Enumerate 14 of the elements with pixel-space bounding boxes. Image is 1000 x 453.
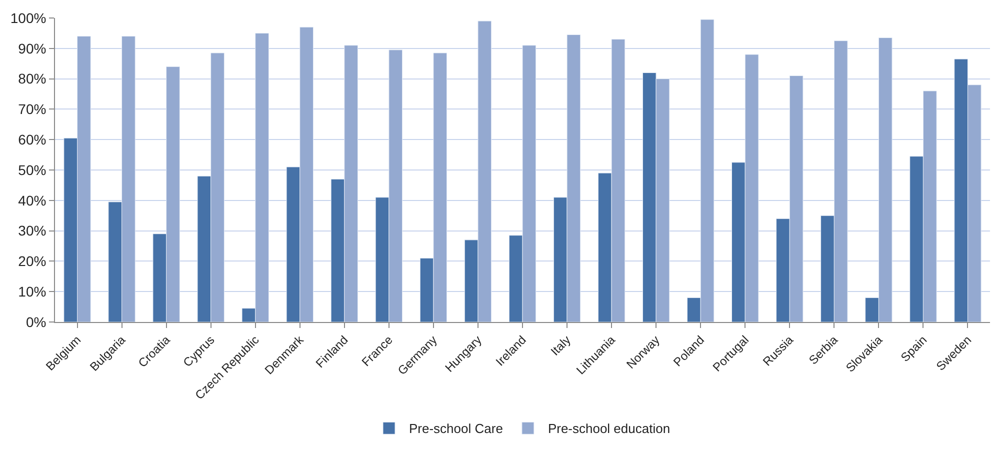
y-tick-label: 70% [18,101,46,118]
y-tick-label: 40% [18,192,46,208]
y-tick-label: 50% [18,162,46,178]
y-tick-label: 80% [18,70,46,87]
y-tick-label: 100% [10,10,46,26]
y-tick-label: 90% [18,40,46,56]
y-tick-label: 0% [26,314,46,330]
legend-label: Pre-school education [548,421,670,436]
y-tick-label: 60% [18,132,46,148]
y-tick-label: 20% [18,253,46,270]
legend-label: Pre-school Care [409,421,503,436]
x-tick-label: Italy [548,332,574,358]
y-tick-label: 30% [18,222,46,239]
y-tick-label: 10% [18,284,46,300]
